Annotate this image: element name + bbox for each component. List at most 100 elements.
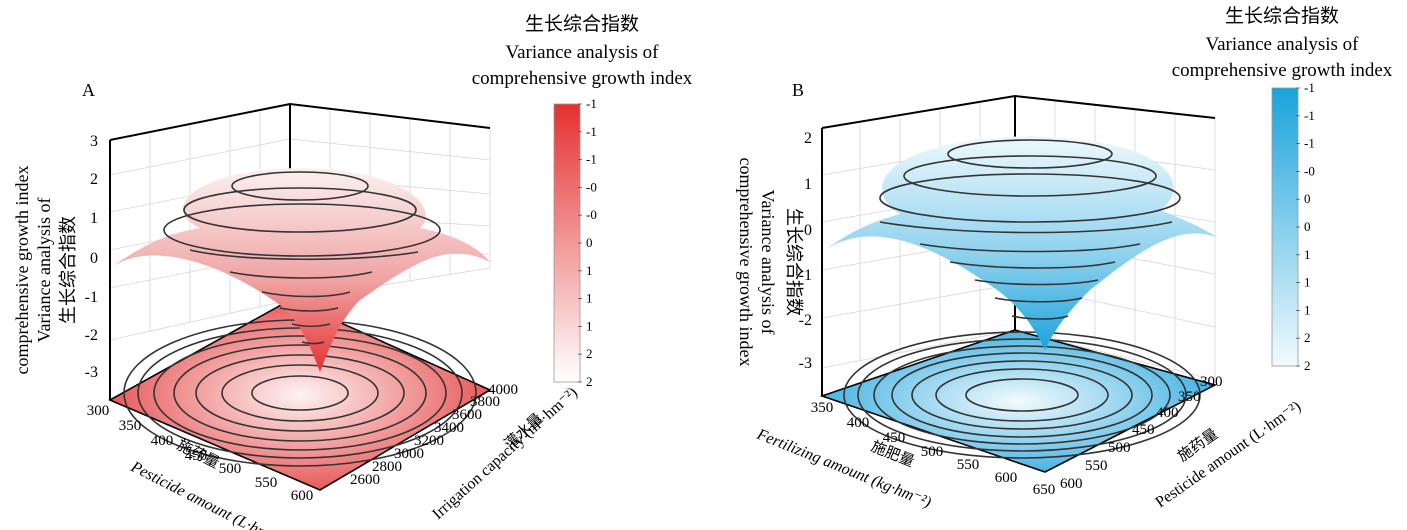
colorbar-tick: 1 [1304,302,1311,317]
colorbar-title-en-1: Variance analysis of [506,42,660,63]
y-tick: 3800 [470,394,500,410]
panel-b-label: B [792,80,804,100]
panel-a-x-axis-label-en: Pesticide amount (L·hm⁻²) [127,458,288,530]
colorbar-tick: 2 [586,346,593,361]
y-tick: 450 [1132,422,1155,438]
z-tick: -1 [799,267,812,284]
y-tick: 4000 [488,382,518,398]
colorbar-tick: -0 [586,207,597,222]
z-axis-label-en-2: comprehensive growth index [12,166,32,375]
colorbar-title-cn: 生长综合指数 [1225,5,1339,27]
colorbar-tick: 2 [586,374,593,389]
x-tick: 350 [811,400,834,416]
y-tick: 600 [1060,476,1083,492]
colorbar-title-en-1: Variance analysis of [1206,34,1360,55]
panel-b-z-axis-label: 生长综合指数 Variance analysis of comprehensiv… [736,158,804,367]
x-tick: 550 [255,475,278,491]
panel-a-z-axis-label: 生长综合指数 Variance analysis of comprehensiv… [12,166,78,375]
x-tick: 550 [957,457,980,473]
y-tick: 2600 [350,472,380,488]
colorbar-tick: -1 [1304,136,1315,151]
panel-b-colorbar [1271,87,1299,367]
colorbar-tick: 1 [586,263,593,278]
z-tick: 1 [804,176,812,193]
panel-b-surface-contours [879,139,1181,320]
colorbar-tick: 2 [1304,330,1311,345]
colorbar-tick: -0 [1304,163,1315,178]
z-tick: 0 [90,250,98,267]
panel-b-floor-contours [843,331,1201,459]
colorbar-tick: 1 [1304,247,1311,262]
panel-a-surface-contours [163,171,441,345]
y-tick: 2800 [372,459,402,475]
x-tick: 600 [995,470,1018,486]
z-tick: 2 [90,171,98,188]
y-tick: 550 [1085,458,1108,474]
z-tick: 1 [90,210,98,227]
colorbar-tick: 1 [586,318,593,333]
colorbar-tick: 0 [1304,191,1311,206]
z-tick: -2 [799,312,812,329]
z-tick: -2 [85,327,98,344]
colorbar-tick: 2 [1304,358,1311,373]
panel-a-label: A [82,80,95,100]
panel-a-y-ticks: 2600 2800 3000 3200 3400 3600 3800 4000 [350,382,518,488]
panel-a-x-ticks: 300 350 400 450 500 550 600 [87,403,314,504]
y-tick: 350 [1178,389,1201,405]
panel-b-y-ticks: 600 550 500 450 400 350 300 [1060,374,1223,492]
y-tick: 3600 [452,407,482,423]
colorbar-tick: 1 [586,291,593,306]
x-tick: 300 [87,403,110,419]
y-tick: 300 [1200,374,1223,390]
colorbar-title-en-2: comprehensive growth index [472,68,693,89]
z-tick: -1 [85,289,98,306]
colorbar-tick: -1 [1304,80,1315,95]
x-tick: 400 [151,433,174,449]
colorbar-tick: 0 [586,235,593,250]
panel-a-surface [110,168,490,372]
colorbar-tick: 1 [1304,275,1311,290]
colorbar-tick: -1 [586,96,597,111]
y-tick: 400 [1156,405,1179,421]
colorbar-tick: -1 [586,124,597,139]
z-tick: 2 [804,130,812,147]
colorbar-tick: -1 [586,152,597,167]
x-tick: 600 [291,488,314,504]
panel-b-colorbar-title: 生长综合指数 Variance analysis of comprehensiv… [1172,5,1393,81]
z-tick: -3 [85,364,98,381]
panel-b-z-ticks: 2 1 0 -1 -2 -3 [799,130,812,372]
panel-b-colorbar-ticks: -1 -1 -1 -0 0 0 1 1 1 2 2 [1296,80,1315,373]
z-axis-label-en-2: comprehensive growth index [736,158,756,367]
z-tick: 3 [90,133,98,150]
panel-a-colorbar-title: 生长综合指数 Variance analysis of comprehensiv… [472,13,693,89]
x-tick: 450 [883,430,906,446]
panel-a: A [12,13,693,530]
panel-b-x-ticks: 350 400 450 500 550 600 650 [811,400,1056,498]
z-tick: -3 [799,355,812,372]
panel-a-floor [108,299,492,491]
z-tick: 0 [804,222,812,239]
x-tick: 500 [921,444,944,460]
x-tick: 350 [119,418,142,434]
panel-a-z-ticks: 3 2 1 0 -1 -2 -3 [85,133,98,381]
colorbar-tick: -1 [1304,108,1315,123]
y-tick: 3200 [414,433,444,449]
z-axis-label-en-1: Variance analysis of [758,190,778,335]
colorbar-title-en-2: comprehensive growth index [1172,60,1393,81]
y-tick: 3400 [434,420,464,436]
y-tick: 3000 [394,446,424,462]
panel-a-colorbar [553,103,581,383]
x-tick: 650 [1033,482,1056,498]
colorbar-tick: 0 [1304,219,1311,234]
panel-a-colorbar-ticks: -1 -1 -1 -0 -0 0 1 1 1 2 2 [578,96,597,389]
z-axis-label-cn: 生长综合指数 [58,216,78,324]
panel-b: B [736,5,1393,511]
y-tick: 500 [1108,440,1131,456]
z-axis-label-en-1: Variance analysis of [34,198,54,343]
x-tick: 450 [185,448,208,464]
z-axis-label-cn: 生长综合指数 [784,208,804,316]
colorbar-title-cn: 生长综合指数 [525,13,639,35]
colorbar-tick: -0 [586,179,597,194]
x-tick: 400 [847,415,870,431]
